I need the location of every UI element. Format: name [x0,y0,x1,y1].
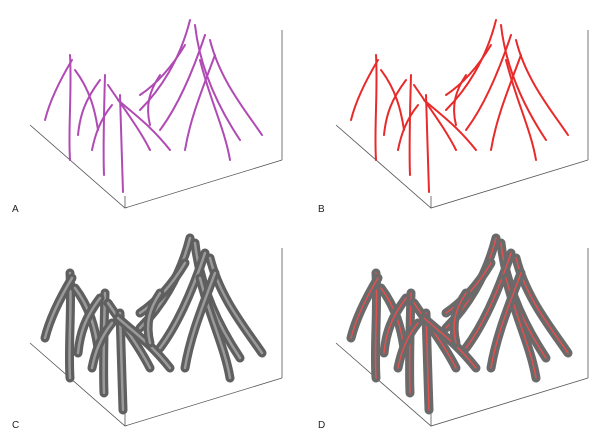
root [491,55,521,150]
root [185,55,215,150]
root [120,95,123,192]
panel-label: B [318,204,325,215]
root [148,75,160,125]
root [69,55,70,160]
root [454,75,466,125]
root [118,100,170,150]
root [410,75,411,175]
root [200,60,230,160]
root [45,60,72,120]
panel [30,20,282,208]
panel [336,20,588,208]
figure: A B C D [0,0,607,435]
panel [336,238,588,426]
root [426,95,429,192]
root [506,60,536,160]
root [516,40,568,135]
root [414,85,456,150]
root [375,55,376,160]
root [140,20,190,110]
axis-box [336,125,588,208]
root [108,85,150,150]
panel-label: C [12,420,19,431]
root [104,75,105,175]
root [446,20,496,110]
root [351,60,378,120]
panel-label: A [12,204,19,215]
panel [30,238,282,426]
panel-label: D [318,420,325,431]
root [424,100,476,150]
axis-box [30,125,282,208]
root [210,40,262,135]
